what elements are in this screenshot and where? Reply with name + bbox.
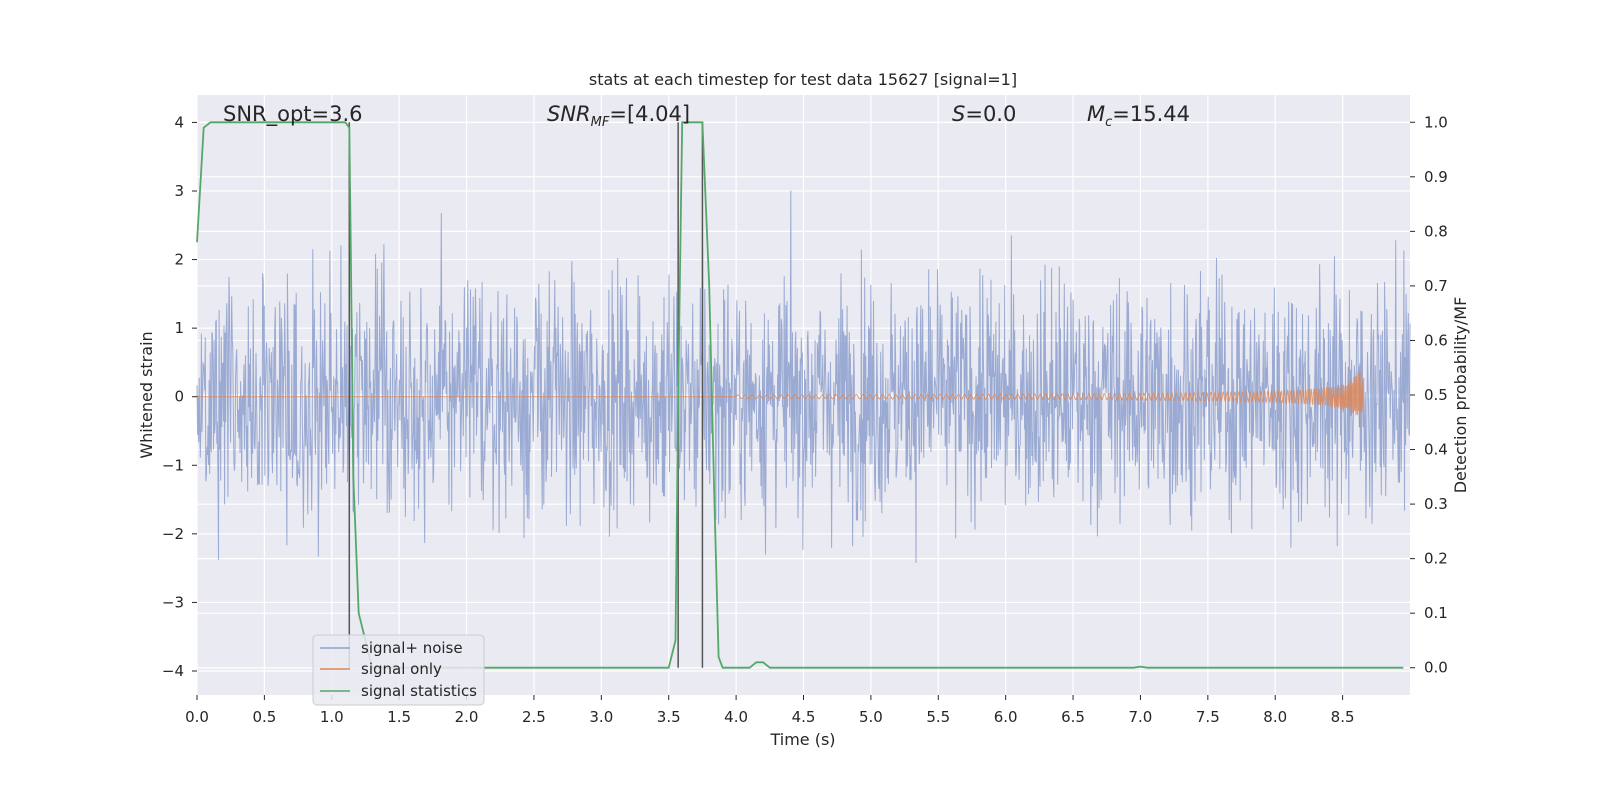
y-tick-label-right: 0.6 (1424, 331, 1448, 349)
annotation-s: S=0.0 (952, 102, 1016, 126)
chart-title: stats at each timestep for test data 156… (589, 70, 1017, 89)
x-tick-label: 0.0 (185, 708, 209, 726)
x-tick-label: 2.0 (455, 708, 479, 726)
y-tick-label-right: 0.0 (1424, 659, 1448, 677)
legend-label-signal-only: signal only (361, 660, 442, 678)
legend-box (312, 634, 485, 706)
y-tick-label-left: 2 (174, 251, 184, 269)
x-tick-label: 1.5 (387, 708, 411, 726)
annotation-mc: Mc=15.44 (1087, 102, 1190, 130)
x-tick-label: 5.0 (859, 708, 883, 726)
y-tick-label-right: 1.0 (1424, 113, 1448, 131)
annotation-s-value: =0.0 (965, 102, 1016, 126)
signal-statistics-line (196, 121, 1404, 669)
y-tick-label-right: 0.1 (1424, 604, 1448, 622)
y-tick-label-left: 3 (174, 182, 184, 200)
x-tick-label: 0.5 (252, 708, 276, 726)
y-tick-label-right: 0.8 (1424, 222, 1448, 240)
y-tick-label-left: 4 (174, 113, 184, 131)
y-tick-label-right: 0.9 (1424, 168, 1448, 186)
y-axis-label-right: Detection probability/MF (1451, 297, 1470, 494)
legend: signal+ noise signal only signal statist… (312, 634, 485, 706)
x-tick-label: 5.5 (926, 708, 950, 726)
x-tick-label: 4.0 (724, 708, 748, 726)
annotation-mc-value: =15.44 (1112, 102, 1190, 126)
y-tick-label-right: 0.7 (1424, 277, 1448, 295)
x-tick-label: 7.5 (1196, 708, 1220, 726)
signal-only-line (197, 370, 1364, 427)
x-tick-label: 7.0 (1129, 708, 1153, 726)
y-axis-label-left: Whitened strain (137, 331, 156, 458)
y-tick-label-right: 0.5 (1424, 386, 1448, 404)
x-tick-label: 8.5 (1331, 708, 1355, 726)
y-tick-label-left: −4 (162, 662, 184, 680)
annotation-snr-mf: SNRMF=[4.04] (547, 102, 690, 130)
signal-plus-noise-series (196, 190, 1411, 564)
y-tick-label-right: 0.3 (1424, 495, 1448, 513)
x-tick-label: 3.5 (657, 708, 681, 726)
x-tick-label: 8.0 (1263, 708, 1287, 726)
y-tick-label-left: −1 (162, 456, 184, 474)
x-tick-label: 1.0 (320, 708, 344, 726)
annotation-snr-opt: SNR_opt=3.6 (223, 102, 363, 127)
x-tick-label: 6.5 (1061, 708, 1085, 726)
x-tick-label: 3.0 (589, 708, 613, 726)
x-tick-label: 4.5 (792, 708, 816, 726)
x-tick-label: 2.5 (522, 708, 546, 726)
y-tick-label-left: 1 (174, 319, 184, 337)
x-tick-label: 6.0 (994, 708, 1018, 726)
annotation-snr-mf-value: =[4.04] (609, 102, 690, 126)
tick-labels: 0.0 0.5 1.0 1.5 2.0 2.5 3.0 3.5 4.0 4.5 5.0 5.5 6.0 6… (162, 113, 1448, 726)
y-tick-label-left: 0 (174, 388, 184, 406)
y-tick-label-right: 0.2 (1424, 550, 1448, 568)
y-tick-label-left: −2 (162, 525, 184, 543)
y-tick-label-left: −3 (162, 593, 184, 611)
signal-only-series (197, 370, 1364, 427)
x-axis-label: Time (s) (769, 730, 835, 749)
signal-plus-noise-line (196, 190, 1411, 564)
legend-label-signal-noise: signal+ noise (361, 639, 463, 657)
y-tick-label-right: 0.4 (1424, 441, 1448, 459)
legend-label-signal-statistics: signal statistics (361, 682, 477, 700)
signal-statistics-series (196, 121, 1404, 669)
